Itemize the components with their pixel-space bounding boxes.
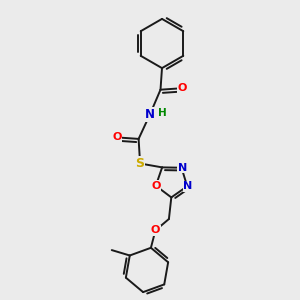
Text: N: N (145, 108, 155, 121)
Text: O: O (151, 225, 160, 236)
Text: S: S (136, 157, 145, 170)
Text: N: N (183, 181, 192, 191)
Text: O: O (177, 83, 187, 93)
Text: O: O (151, 181, 160, 191)
Text: H: H (158, 108, 167, 118)
Text: N: N (178, 163, 187, 173)
Text: O: O (112, 132, 122, 142)
